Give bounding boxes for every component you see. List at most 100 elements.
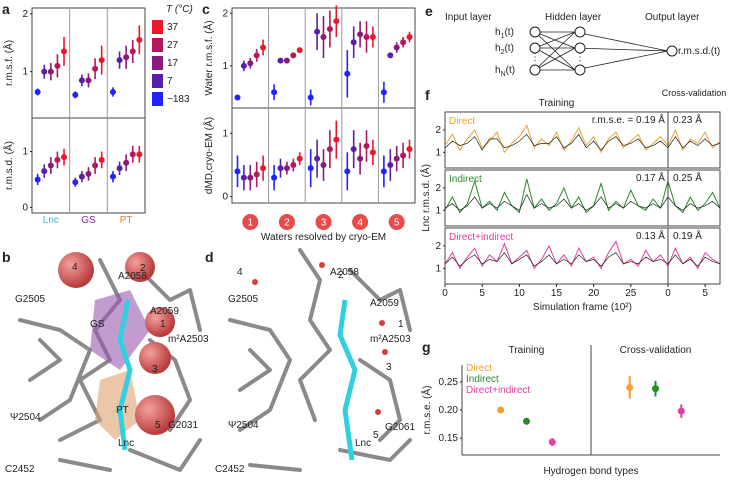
dot: [234, 168, 241, 175]
y-axis-label: dMD,cryo-EM (Å): [202, 117, 215, 194]
structure-d: d 4 2 1 3 5 A2058 G2505 A2059 m²A2503 G2…: [205, 248, 415, 475]
dot: [290, 52, 297, 59]
region-label: PT: [116, 405, 129, 416]
panel-label: d: [205, 249, 214, 265]
x-tick-label: 5: [479, 288, 485, 299]
layer-label: Output layer: [645, 12, 700, 23]
residue-label: C2452: [215, 464, 245, 475]
dot: [98, 57, 105, 64]
dot: [307, 94, 314, 101]
y-axis-label: r.m.s.d. (Å): [2, 141, 15, 190]
dot: [47, 68, 54, 75]
dot: [240, 62, 247, 69]
annotation: 0.17 Å: [636, 171, 665, 184]
panel-label: c: [202, 1, 210, 17]
x-axis-label: Waters resolved by cryo-EM: [261, 232, 386, 243]
residue-label: A2059: [150, 306, 179, 317]
series-line: [444, 193, 721, 211]
dot: [247, 174, 254, 181]
dot: [85, 77, 92, 84]
dot: [136, 151, 143, 158]
dot: [314, 155, 321, 162]
dot: [78, 173, 85, 180]
dot: [677, 407, 685, 415]
input-label: hN(t): [495, 65, 515, 78]
plot-frame: [31, 117, 146, 214]
dot: [54, 62, 61, 69]
residue-label: G2505: [15, 294, 45, 305]
legend-label: 37: [167, 22, 179, 33]
series-line: [444, 178, 721, 214]
y-tick-label: 1: [222, 128, 228, 139]
section-header: Cross-validation: [662, 88, 727, 98]
category-label: Lnc: [43, 215, 59, 226]
dot: [260, 165, 267, 172]
x-tick-label: 25: [625, 288, 637, 299]
dot: [283, 165, 290, 172]
x-tick-label: 0: [442, 288, 448, 299]
dot: [72, 179, 79, 186]
structure-b: b 4 2 1 3 5 A2058 G2505 A2059 m²A2503 G2…: [2, 249, 209, 475]
dot: [129, 48, 136, 55]
region-label: GS: [90, 319, 105, 330]
dot: [393, 155, 400, 162]
category-badge: [242, 214, 259, 230]
legend-label: 27: [167, 40, 179, 51]
dot: [253, 52, 260, 59]
category-label: PT: [120, 215, 133, 226]
dot: [307, 165, 314, 172]
dot: [333, 18, 340, 25]
water-label: 4: [72, 262, 78, 273]
y-tick-label: 0: [222, 192, 228, 203]
dot: [363, 33, 370, 40]
series-label: Direct: [449, 116, 475, 127]
legend-label: −183: [167, 94, 190, 105]
dot: [277, 165, 284, 172]
y-tick-label: 2: [222, 8, 228, 19]
dot: [393, 44, 400, 51]
category-badge: [278, 214, 295, 230]
dot: [380, 168, 387, 175]
series-line: [444, 240, 721, 270]
category-badge: [315, 214, 332, 230]
water-label: 1: [160, 319, 166, 330]
dot: [387, 52, 394, 59]
dot: [333, 136, 340, 143]
y-tick-label: 2: [435, 241, 441, 252]
ellipsis: ⋮: [575, 52, 585, 63]
residue-label: A2058: [118, 271, 147, 282]
dot: [326, 146, 333, 153]
dot: [92, 162, 99, 169]
dot: [350, 39, 357, 46]
dot: [98, 156, 105, 163]
dot: [61, 154, 68, 161]
legend-swatch: [152, 56, 163, 70]
series-label: Indirect: [449, 174, 482, 185]
dot: [283, 57, 290, 64]
residue-label: m²A2503: [168, 334, 209, 345]
legend-title: T (°C): [166, 4, 193, 15]
y-tick-label: 2: [435, 183, 441, 194]
dot: [400, 39, 407, 46]
panel-label: g: [422, 339, 431, 355]
category-label: Cross-validation: [620, 345, 692, 356]
dot: [320, 162, 327, 168]
dot: [271, 89, 278, 96]
input-label: h2(t): [495, 43, 514, 56]
category-label: 3: [321, 218, 327, 229]
ellipsis: ⋮: [530, 52, 540, 63]
legend-swatch: [152, 92, 163, 106]
section-header: Training: [539, 98, 575, 109]
category-badge: [388, 214, 405, 230]
dot: [72, 91, 79, 98]
dot: [369, 149, 376, 156]
legend-swatch: [152, 74, 163, 88]
annotation: 0.13 Å: [636, 229, 665, 242]
dot: [357, 31, 364, 38]
y-tick-label: 1: [435, 147, 441, 158]
residue-label: Ψ2504: [228, 420, 259, 431]
dot: [136, 36, 143, 43]
dot: [357, 155, 364, 162]
y-axis-label: Water r.m.s.f. (Å): [202, 20, 215, 95]
dot: [78, 77, 85, 84]
